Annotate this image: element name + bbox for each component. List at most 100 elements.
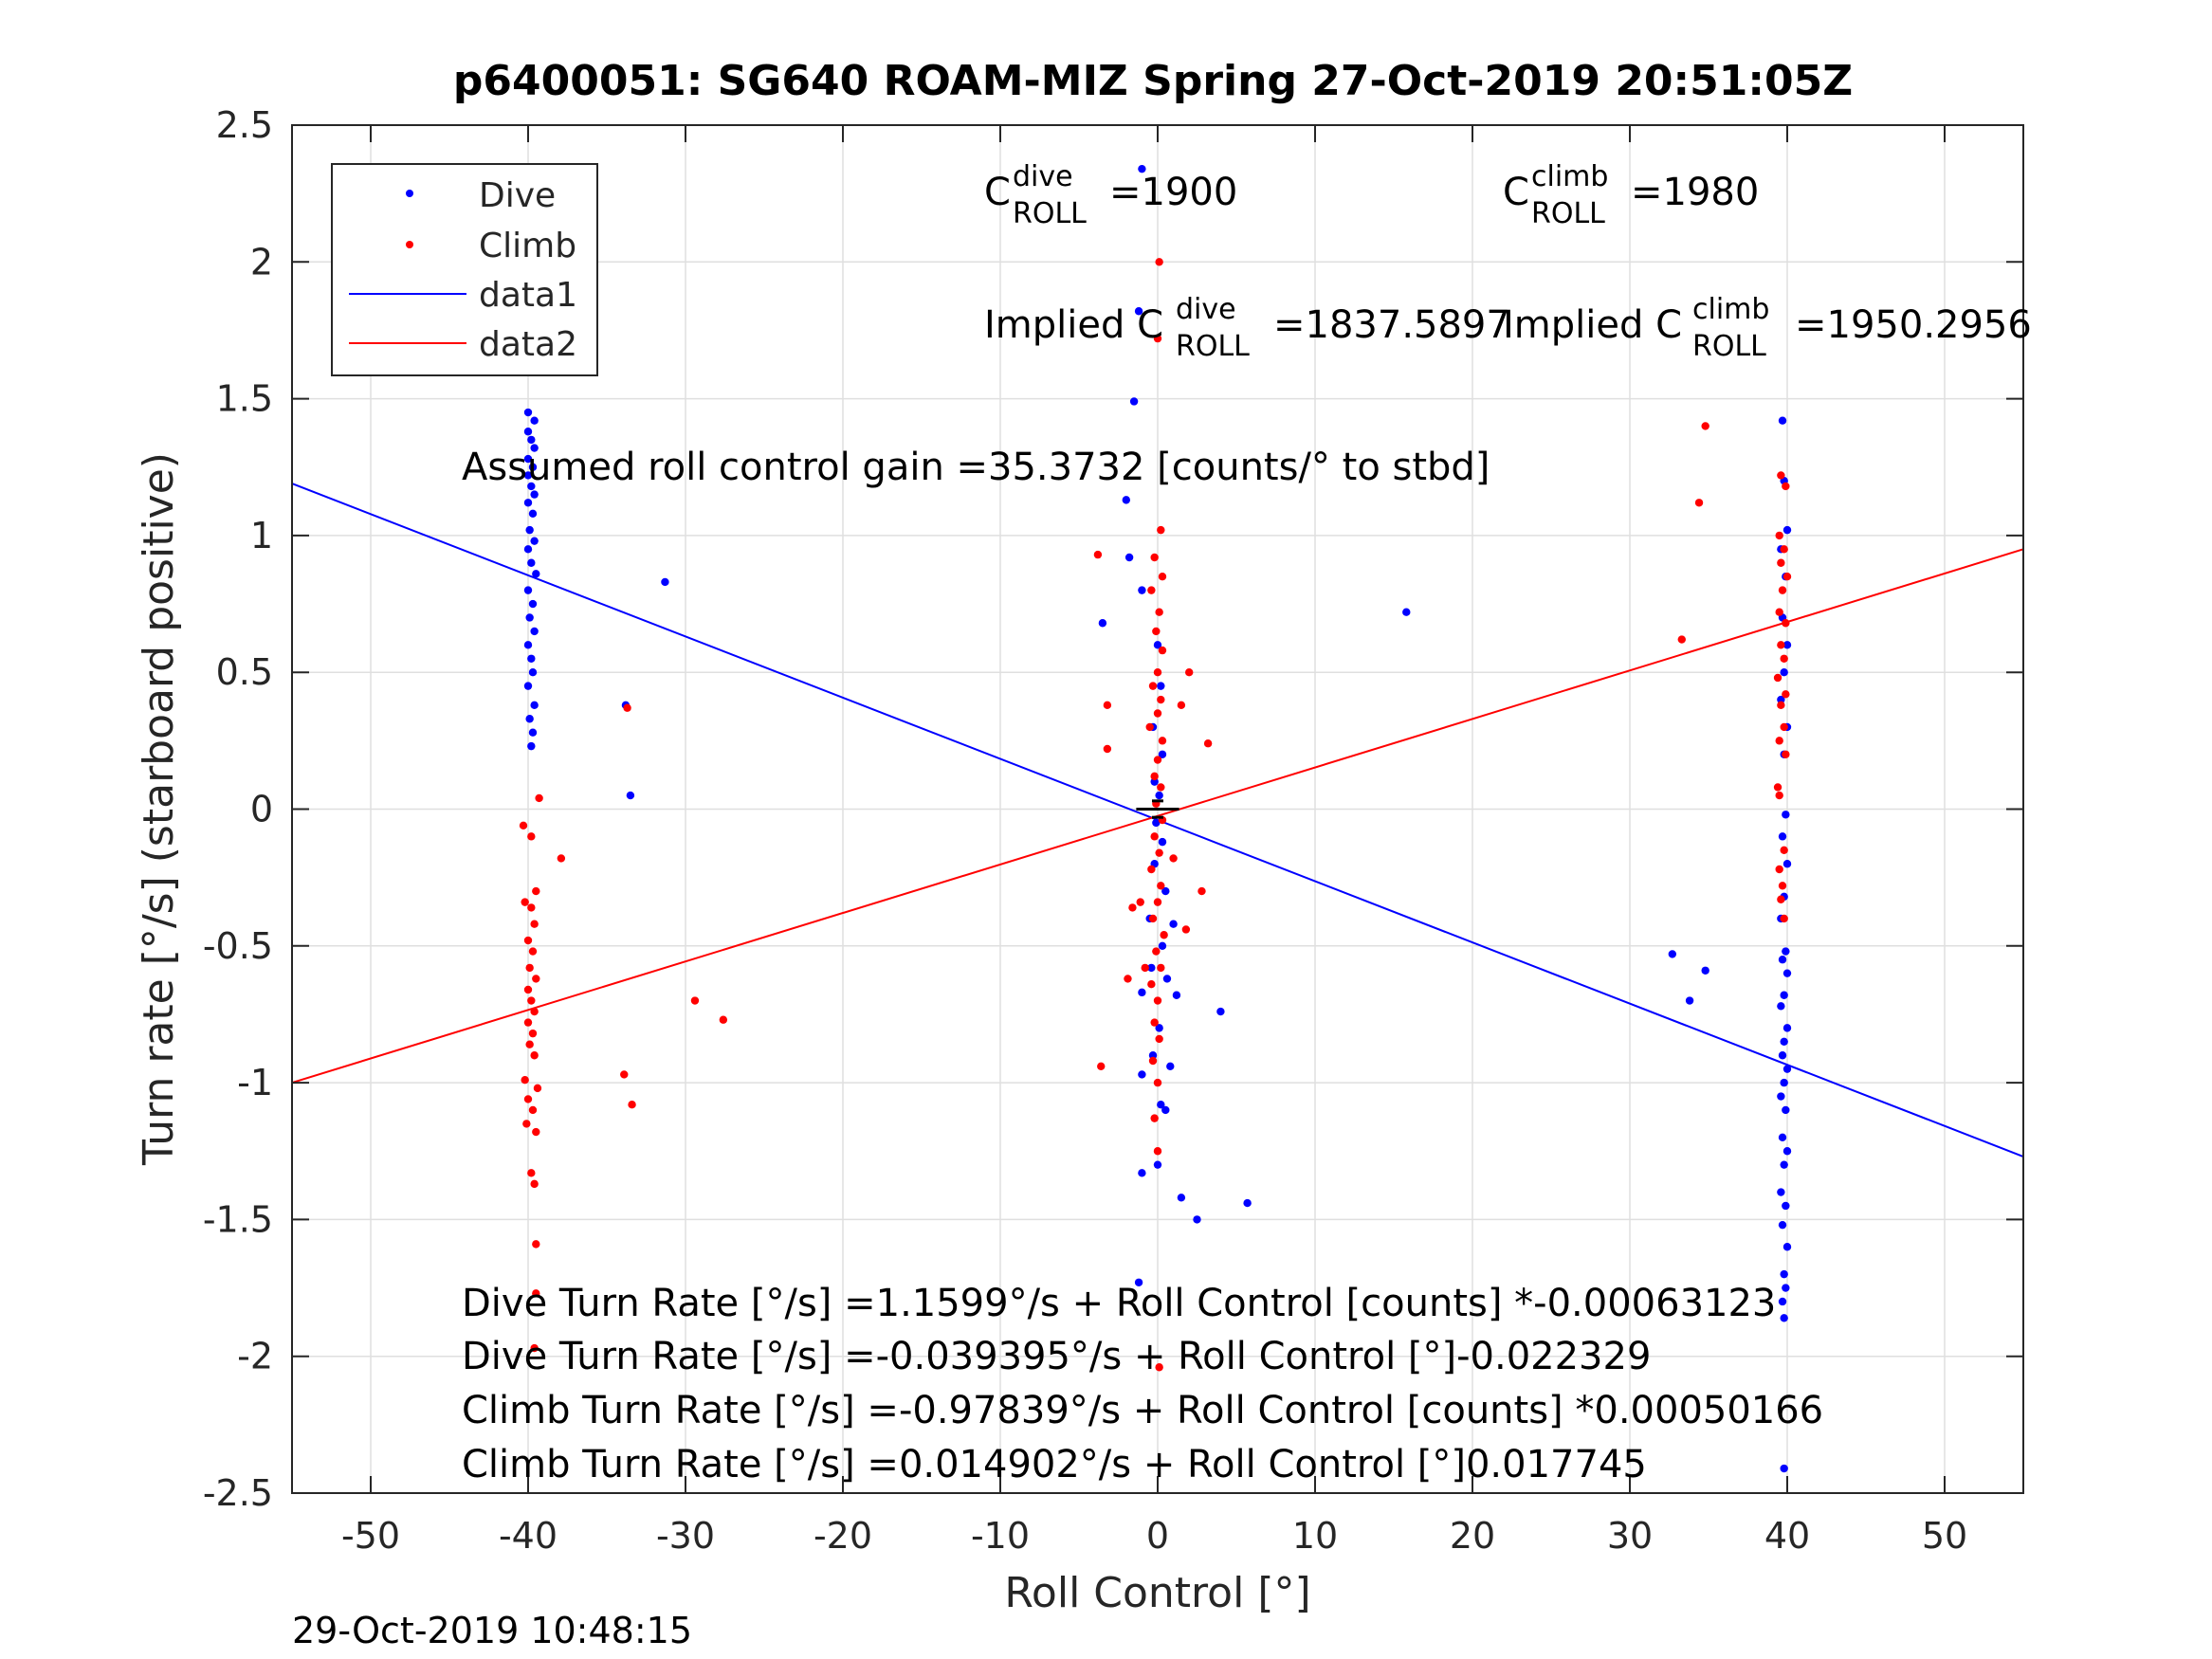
data-points (519, 164, 1792, 1473)
climb-point (628, 1100, 636, 1109)
climb-point (1147, 980, 1156, 989)
climb-point (1148, 682, 1158, 690)
dive-point (527, 741, 536, 751)
climb-point (1782, 619, 1790, 628)
climb-point (1147, 586, 1156, 594)
c-dive-sub: ROLL (1013, 197, 1087, 230)
dive-point (1155, 791, 1163, 800)
dive-point (1138, 1169, 1146, 1177)
climb-point (1777, 471, 1785, 480)
implied-climb-sup: climb (1692, 293, 1769, 326)
implied-dive-sup: dive (1176, 293, 1236, 326)
dive-point (1778, 956, 1787, 964)
climb-point (1775, 791, 1783, 800)
dive-point (1158, 750, 1167, 758)
dive-point (1782, 860, 1792, 868)
x-tick-label: 40 (1764, 1515, 1810, 1557)
climb-point (1782, 482, 1790, 491)
dive-point (626, 791, 635, 800)
climb-point (1153, 996, 1162, 1005)
implied-dive-sub: ROLL (1176, 330, 1250, 363)
y-tick-label: 1.5 (216, 378, 273, 420)
climb-point (1155, 1034, 1163, 1044)
climb-point (1775, 608, 1783, 616)
climb-point (1155, 258, 1163, 266)
climb-point (535, 793, 543, 803)
dive-point (1148, 1051, 1158, 1060)
climb-point (1777, 641, 1785, 649)
climb-point (1777, 558, 1785, 567)
climb-point (1777, 701, 1785, 710)
axes-box (291, 124, 2024, 1494)
c-climb-value: =1980 (1631, 171, 1759, 214)
x-tick-label: 10 (1292, 1515, 1338, 1557)
climb-point (523, 985, 533, 994)
dive-point (530, 490, 539, 499)
dive-point (1158, 837, 1167, 847)
climb-counts-equation: Climb Turn Rate [°/s] =-0.97839°/s + Rol… (462, 1389, 1823, 1432)
dive-point (1098, 619, 1107, 628)
dive-point (1777, 695, 1785, 704)
climb-point (1185, 668, 1194, 677)
climb-point (527, 1169, 536, 1177)
dive-point (1782, 1243, 1792, 1251)
dive-point (1782, 1024, 1792, 1032)
climb-point (623, 703, 631, 712)
dive-point (1778, 832, 1787, 841)
y-tick-label: -0.5 (203, 925, 273, 967)
climb-point (1780, 846, 1788, 854)
climb-point (1153, 1147, 1162, 1156)
y-tick-label: 2 (250, 241, 273, 283)
dive-point (523, 682, 533, 690)
x-tick-label: -20 (814, 1515, 872, 1557)
c-climb-sup: climb (1531, 160, 1608, 193)
climb-point (1169, 854, 1178, 863)
dive-point (1161, 886, 1170, 896)
dive-point (523, 408, 533, 417)
dive-point (1122, 496, 1131, 504)
climb-point (1136, 898, 1144, 906)
climb-point (1177, 701, 1186, 710)
dive-point (1150, 777, 1159, 786)
climb-point (528, 1105, 538, 1115)
dive-point (1153, 1160, 1162, 1169)
dive-point (1161, 1105, 1170, 1115)
dive-point (1778, 1133, 1787, 1142)
climb-point (1778, 882, 1787, 890)
dive-point (525, 525, 534, 535)
climb-point (1150, 1114, 1159, 1122)
dive-point (1157, 682, 1165, 690)
dive-point (1134, 1278, 1143, 1286)
x-tick-label: -50 (341, 1515, 400, 1557)
dive-point (1782, 525, 1792, 535)
dive-point (527, 482, 536, 491)
dive-point (528, 509, 538, 519)
dive-point (1147, 963, 1156, 973)
climb-point (533, 1084, 542, 1093)
climb-point (1128, 903, 1137, 912)
climb-point (1773, 673, 1782, 683)
y-tick-label: 0.5 (216, 651, 273, 693)
climb-point (527, 996, 536, 1005)
climb-point (530, 1343, 539, 1353)
dive-point (1685, 996, 1694, 1005)
legend-marker-dive (406, 190, 413, 197)
climb-point (530, 1007, 539, 1016)
climb-point (1155, 1363, 1163, 1372)
climb-point (1158, 572, 1167, 581)
dive-point (1777, 1188, 1785, 1196)
dive-point (525, 715, 534, 723)
climb-point (1103, 701, 1112, 710)
climb-point (1775, 737, 1783, 745)
dive-point (661, 577, 669, 587)
dive-point (1778, 1051, 1787, 1060)
climb-point (1701, 422, 1709, 430)
dive-point (1782, 641, 1792, 649)
climb-point (1780, 654, 1788, 663)
dive-point (1780, 1078, 1788, 1087)
dive-point (1782, 969, 1792, 977)
climb-point (1775, 531, 1783, 540)
dive-degrees-equation: Dive Turn Rate [°/s] =-0.039395°/s + Rol… (462, 1335, 1651, 1378)
dive-point (528, 728, 538, 737)
